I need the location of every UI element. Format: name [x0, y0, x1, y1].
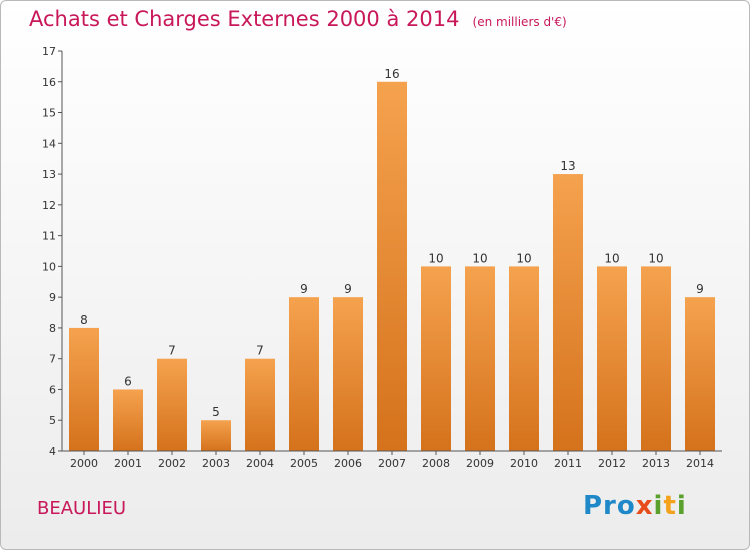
x-tick-label-2004: 2004: [246, 457, 274, 470]
y-tick-label: 4: [49, 445, 56, 458]
x-tick-label-2003: 2003: [202, 457, 230, 470]
bar-2010: [509, 266, 539, 451]
data-label-2007: 16: [384, 67, 399, 81]
y-tick-label: 8: [49, 322, 56, 335]
x-tick-label-2009: 2009: [466, 457, 494, 470]
y-tick-label: 6: [49, 383, 56, 396]
y-tick-label: 7: [49, 353, 56, 366]
data-label-2011: 13: [560, 159, 575, 173]
data-label-2006: 9: [344, 282, 352, 296]
title-row: Achats et Charges Externes 2000 à 2014 (…: [29, 7, 567, 31]
y-tick-label: 11: [42, 230, 56, 243]
bar-2004: [245, 358, 275, 451]
bar-2009: [465, 266, 495, 451]
y-tick-label: 12: [42, 199, 56, 212]
bar-2012: [597, 266, 627, 451]
data-label-2014: 9: [696, 282, 704, 296]
data-label-2004: 7: [256, 344, 264, 358]
y-tick-label: 16: [42, 76, 56, 89]
data-label-2001: 6: [124, 374, 132, 388]
y-tick-label: 5: [49, 414, 56, 427]
x-tick-label-2011: 2011: [554, 457, 582, 470]
bar-2000: [69, 327, 99, 451]
y-tick-label: 14: [42, 137, 56, 150]
bar-2005: [289, 297, 319, 451]
bar-2011: [553, 174, 583, 452]
data-label-2010: 10: [516, 251, 531, 265]
bar-2006: [333, 297, 363, 451]
bar-2001: [113, 389, 143, 451]
x-tick-label-2012: 2012: [598, 457, 626, 470]
x-tick-label-2010: 2010: [510, 457, 538, 470]
x-tick-label-2000: 2000: [70, 457, 98, 470]
data-label-2012: 10: [604, 251, 619, 265]
y-tick-label: 15: [42, 107, 56, 120]
data-label-2008: 10: [428, 251, 443, 265]
data-label-2000: 8: [80, 313, 88, 327]
data-label-2005: 9: [300, 282, 308, 296]
y-tick-label: 13: [42, 168, 56, 181]
x-tick-label-2014: 2014: [686, 457, 714, 470]
bar-2014: [685, 297, 715, 451]
x-tick-label-2007: 2007: [378, 457, 406, 470]
data-label-2002: 7: [168, 344, 176, 358]
data-label-2009: 10: [472, 251, 487, 265]
bar-2013: [641, 266, 671, 451]
chart-unit: (en milliers d'€): [472, 15, 567, 29]
brand-logo[interactable]: Proxiti: [583, 491, 687, 521]
chart-title: Achats et Charges Externes 2000 à 2014: [29, 7, 460, 31]
x-tick-label-2005: 2005: [290, 457, 318, 470]
y-tick-label: 9: [49, 291, 56, 304]
x-tick-label-2013: 2013: [642, 457, 670, 470]
data-label-2013: 10: [648, 251, 663, 265]
data-label-2003: 5: [212, 405, 220, 419]
x-tick-label-2002: 2002: [158, 457, 186, 470]
y-tick-label: 10: [42, 260, 56, 273]
bar-2002: [157, 358, 187, 451]
x-tick-label-2006: 2006: [334, 457, 362, 470]
x-tick-label-2001: 2001: [114, 457, 142, 470]
x-tick-label-2008: 2008: [422, 457, 450, 470]
bar-2007: [377, 81, 407, 452]
bar-2003: [201, 420, 231, 451]
bar-2008: [421, 266, 451, 451]
y-tick-label: 17: [42, 45, 56, 58]
commune-name: BEAULIEU: [37, 498, 127, 519]
